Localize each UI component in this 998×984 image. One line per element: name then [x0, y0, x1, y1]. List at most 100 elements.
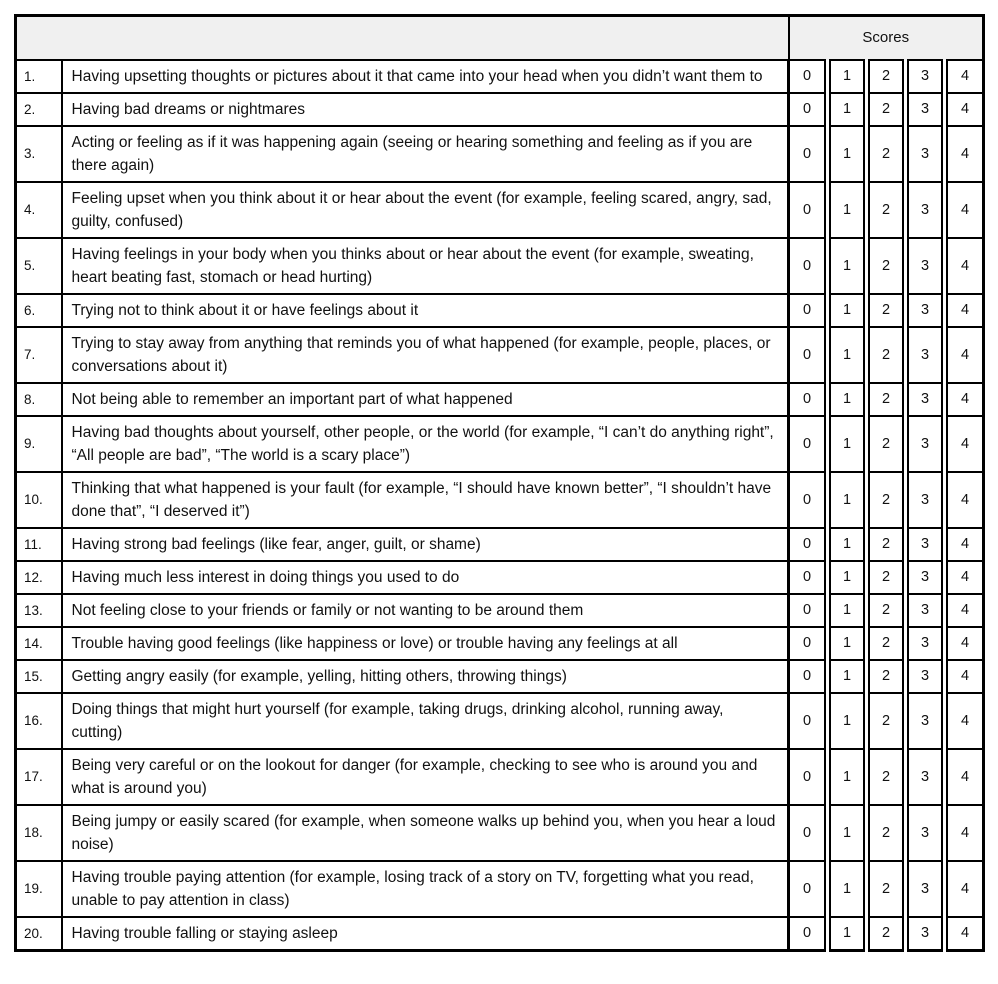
- score-option-cell[interactable]: 1: [824, 180, 868, 239]
- score-option-cell[interactable]: 0: [787, 58, 829, 94]
- score-option-cell[interactable]: 2: [863, 559, 907, 595]
- score-option-cell[interactable]: 1: [824, 592, 868, 628]
- score-option-cell[interactable]: 1: [824, 58, 868, 94]
- score-option-cell[interactable]: 2: [863, 625, 907, 661]
- score-option-cell[interactable]: 3: [902, 915, 946, 951]
- score-option-cell[interactable]: 0: [787, 526, 829, 562]
- score-option-cell[interactable]: 0: [787, 559, 829, 595]
- score-option-cell[interactable]: 0: [787, 236, 829, 295]
- score-option-cell[interactable]: 3: [902, 859, 946, 918]
- score-option-cell[interactable]: 4: [940, 592, 986, 628]
- score-option-cell[interactable]: 1: [824, 292, 868, 328]
- score-option-cell[interactable]: 0: [787, 592, 829, 628]
- score-option-cell[interactable]: 2: [863, 747, 907, 806]
- score-option-cell[interactable]: 3: [902, 91, 946, 127]
- score-option-cell[interactable]: 4: [940, 414, 986, 473]
- score-option-cell[interactable]: 0: [787, 325, 829, 384]
- score-option-cell[interactable]: 4: [940, 915, 986, 951]
- score-option-cell[interactable]: 4: [940, 625, 986, 661]
- score-option-cell[interactable]: 3: [902, 58, 946, 94]
- score-option-cell[interactable]: 1: [824, 559, 868, 595]
- score-option-cell[interactable]: 2: [863, 592, 907, 628]
- score-option-cell[interactable]: 1: [824, 915, 868, 951]
- score-option-cell[interactable]: 1: [824, 470, 868, 529]
- score-option-cell[interactable]: 2: [863, 859, 907, 918]
- score-option-cell[interactable]: 2: [863, 526, 907, 562]
- score-option-cell[interactable]: 2: [863, 381, 907, 417]
- score-option-cell[interactable]: 3: [902, 381, 946, 417]
- score-option-cell[interactable]: 0: [787, 180, 829, 239]
- score-option-cell[interactable]: 2: [863, 180, 907, 239]
- score-option-cell[interactable]: 0: [787, 292, 829, 328]
- score-option-cell[interactable]: 3: [902, 559, 946, 595]
- score-option-cell[interactable]: 3: [902, 691, 946, 750]
- score-option-cell[interactable]: 4: [940, 691, 986, 750]
- score-option-cell[interactable]: 1: [824, 658, 868, 694]
- score-option-cell[interactable]: 4: [940, 859, 986, 918]
- score-option-cell[interactable]: 4: [940, 236, 986, 295]
- score-option-cell[interactable]: 0: [787, 658, 829, 694]
- score-option-cell[interactable]: 1: [824, 625, 868, 661]
- score-option-cell[interactable]: 4: [940, 381, 986, 417]
- score-option-cell[interactable]: 3: [902, 526, 946, 562]
- score-option-cell[interactable]: 2: [863, 91, 907, 127]
- score-option-cell[interactable]: 3: [902, 747, 946, 806]
- score-option-cell[interactable]: 0: [787, 414, 829, 473]
- score-option-cell[interactable]: 2: [863, 470, 907, 529]
- score-option-cell[interactable]: 1: [824, 803, 868, 862]
- score-option-cell[interactable]: 0: [787, 625, 829, 661]
- score-option-cell[interactable]: 2: [863, 292, 907, 328]
- score-option-cell[interactable]: 4: [940, 747, 986, 806]
- score-option-cell[interactable]: 4: [940, 526, 986, 562]
- score-option-cell[interactable]: 1: [824, 124, 868, 183]
- score-option-cell[interactable]: 0: [787, 859, 829, 918]
- score-option-cell[interactable]: 4: [940, 470, 986, 529]
- score-option-cell[interactable]: 3: [902, 325, 946, 384]
- score-option-cell[interactable]: 3: [902, 236, 946, 295]
- score-option-cell[interactable]: 0: [787, 124, 829, 183]
- score-option-cell[interactable]: 1: [824, 691, 868, 750]
- score-option-cell[interactable]: 2: [863, 124, 907, 183]
- score-option-cell[interactable]: 1: [824, 381, 868, 417]
- score-option-cell[interactable]: 1: [824, 414, 868, 473]
- score-option-cell[interactable]: 4: [940, 658, 986, 694]
- score-option-cell[interactable]: 0: [787, 91, 829, 127]
- score-option-cell[interactable]: 2: [863, 803, 907, 862]
- score-option-cell[interactable]: 4: [940, 803, 986, 862]
- score-option-cell[interactable]: 4: [940, 124, 986, 183]
- score-option-cell[interactable]: 1: [824, 91, 868, 127]
- score-option-cell[interactable]: 3: [902, 180, 946, 239]
- score-option-cell[interactable]: 4: [940, 325, 986, 384]
- score-option-cell[interactable]: 4: [940, 58, 986, 94]
- score-option-cell[interactable]: 2: [863, 658, 907, 694]
- score-option-cell[interactable]: 0: [787, 381, 829, 417]
- score-option-cell[interactable]: 4: [940, 559, 986, 595]
- score-option-cell[interactable]: 2: [863, 58, 907, 94]
- score-option-cell[interactable]: 3: [902, 592, 946, 628]
- score-option-cell[interactable]: 3: [902, 625, 946, 661]
- score-option-cell[interactable]: 4: [940, 91, 986, 127]
- score-option-cell[interactable]: 1: [824, 859, 868, 918]
- score-option-cell[interactable]: 2: [863, 915, 907, 951]
- score-option-cell[interactable]: 1: [824, 325, 868, 384]
- score-option-cell[interactable]: 0: [787, 470, 829, 529]
- score-option-cell[interactable]: 1: [824, 236, 868, 295]
- score-option-cell[interactable]: 3: [902, 470, 946, 529]
- score-option-cell[interactable]: 0: [787, 803, 829, 862]
- score-option-cell[interactable]: 2: [863, 236, 907, 295]
- score-option-cell[interactable]: 3: [902, 124, 946, 183]
- score-option-cell[interactable]: 1: [824, 526, 868, 562]
- score-option-cell[interactable]: 0: [787, 691, 829, 750]
- score-option-cell[interactable]: 2: [863, 325, 907, 384]
- score-option-cell[interactable]: 3: [902, 803, 946, 862]
- score-option-cell[interactable]: 4: [940, 180, 986, 239]
- score-option-cell[interactable]: 3: [902, 292, 946, 328]
- score-option-cell[interactable]: 3: [902, 414, 946, 473]
- score-option-cell[interactable]: 0: [787, 915, 829, 951]
- score-option-cell[interactable]: 2: [863, 414, 907, 473]
- score-option-cell[interactable]: 2: [863, 691, 907, 750]
- score-option-cell[interactable]: 3: [902, 658, 946, 694]
- score-option-cell[interactable]: 4: [940, 292, 986, 328]
- score-option-cell[interactable]: 1: [824, 747, 868, 806]
- score-option-cell[interactable]: 0: [787, 747, 829, 806]
